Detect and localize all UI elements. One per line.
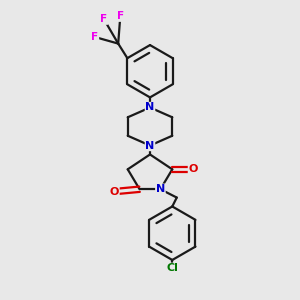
Text: O: O — [188, 164, 198, 174]
Text: F: F — [100, 14, 107, 24]
Text: O: O — [110, 187, 119, 196]
Text: N: N — [146, 140, 154, 151]
Text: N: N — [156, 184, 165, 194]
Text: F: F — [92, 32, 99, 42]
Text: N: N — [146, 103, 154, 112]
Text: Cl: Cl — [167, 263, 178, 273]
Text: F: F — [117, 11, 124, 21]
